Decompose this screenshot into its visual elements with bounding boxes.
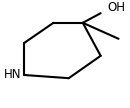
Text: HN: HN (4, 68, 22, 82)
Text: OH: OH (107, 1, 125, 14)
